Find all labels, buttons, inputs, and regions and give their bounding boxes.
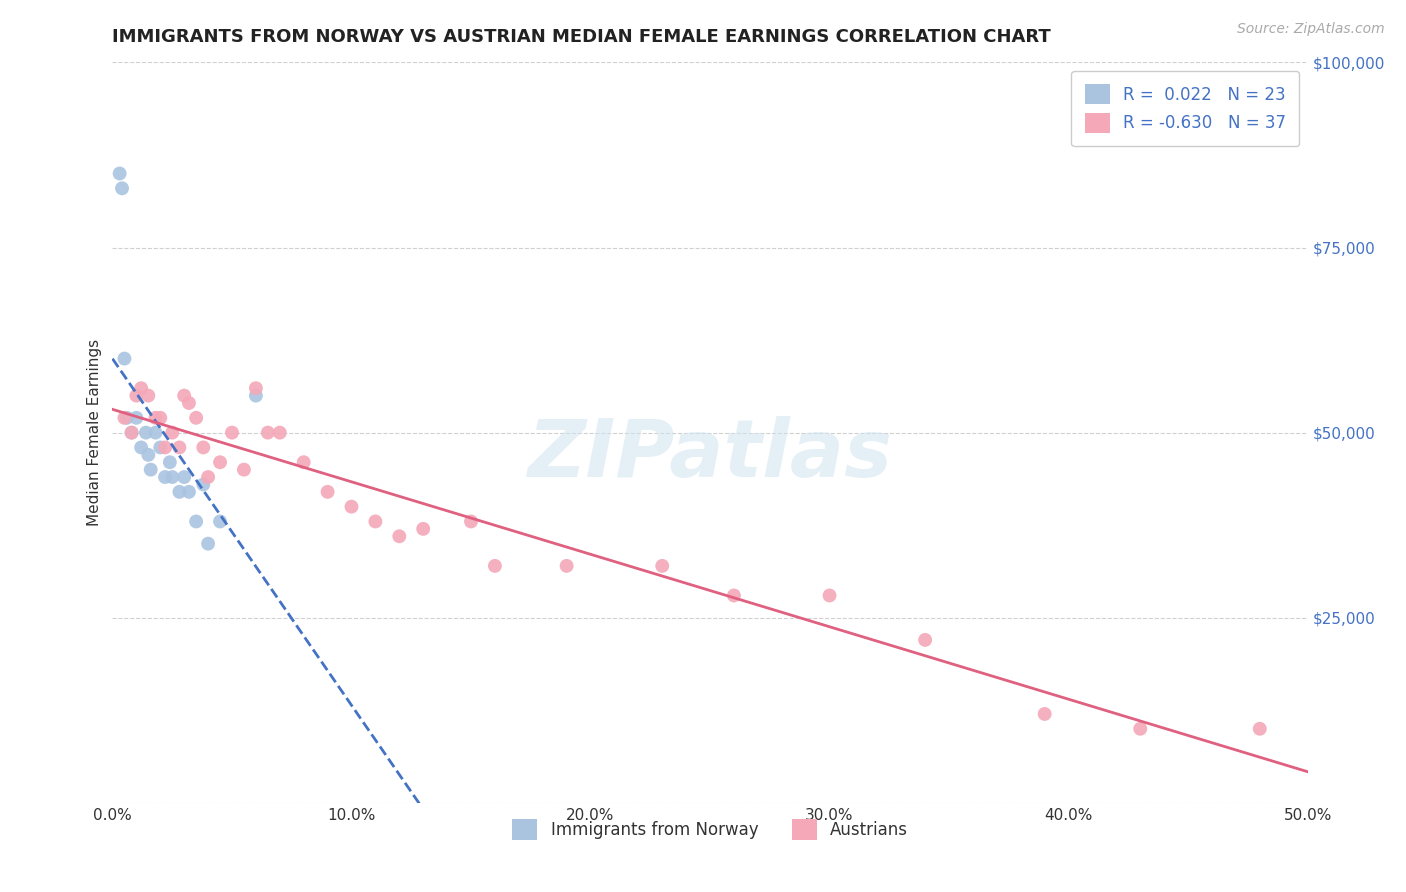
Point	[139, 462, 162, 476]
Point	[555, 558, 578, 573]
Point	[135, 425, 157, 440]
Point	[245, 388, 267, 402]
Point	[169, 441, 191, 455]
Point	[121, 425, 143, 440]
Point	[233, 462, 256, 476]
Point	[173, 388, 195, 402]
Point	[316, 484, 339, 499]
Point	[197, 536, 219, 550]
Point	[129, 381, 152, 395]
Legend: Immigrants from Norway, Austrians: Immigrants from Norway, Austrians	[506, 813, 914, 847]
Point	[460, 515, 482, 529]
Point	[115, 410, 138, 425]
Text: IMMIGRANTS FROM NORWAY VS AUSTRIAN MEDIAN FEMALE EARNINGS CORRELATION CHART: IMMIGRANTS FROM NORWAY VS AUSTRIAN MEDIA…	[112, 28, 1052, 45]
Text: ZIPatlas: ZIPatlas	[527, 416, 893, 494]
Point	[114, 351, 135, 366]
Point	[292, 455, 315, 469]
Point	[173, 470, 195, 484]
Point	[129, 441, 152, 455]
Point	[162, 470, 183, 484]
Point	[162, 425, 183, 440]
Point	[145, 425, 167, 440]
Point	[209, 515, 232, 529]
Point	[108, 166, 131, 180]
Point	[125, 388, 148, 402]
Point	[125, 410, 148, 425]
Point	[257, 425, 280, 440]
Y-axis label: Median Female Earnings: Median Female Earnings	[87, 339, 103, 526]
Point	[269, 425, 291, 440]
Point	[651, 558, 673, 573]
Point	[153, 470, 176, 484]
Point	[153, 441, 176, 455]
Point	[723, 589, 745, 603]
Point	[193, 477, 215, 491]
Point	[177, 484, 200, 499]
Point	[138, 448, 160, 462]
Point	[1249, 722, 1271, 736]
Point	[145, 410, 167, 425]
Point	[149, 410, 172, 425]
Point	[111, 181, 134, 195]
Point	[914, 632, 936, 647]
Point	[388, 529, 411, 543]
Point	[209, 455, 232, 469]
Point	[121, 425, 143, 440]
Point	[114, 410, 135, 425]
Point	[149, 441, 172, 455]
Point	[245, 381, 267, 395]
Text: Source: ZipAtlas.com: Source: ZipAtlas.com	[1237, 22, 1385, 37]
Point	[169, 484, 191, 499]
Point	[1129, 722, 1152, 736]
Point	[1033, 706, 1056, 721]
Point	[221, 425, 243, 440]
Point	[186, 410, 208, 425]
Point	[412, 522, 434, 536]
Point	[186, 515, 208, 529]
Point	[197, 470, 219, 484]
Point	[818, 589, 841, 603]
Point	[364, 515, 387, 529]
Point	[484, 558, 506, 573]
Point	[193, 441, 215, 455]
Point	[159, 455, 181, 469]
Point	[138, 388, 160, 402]
Point	[177, 396, 200, 410]
Point	[340, 500, 363, 514]
